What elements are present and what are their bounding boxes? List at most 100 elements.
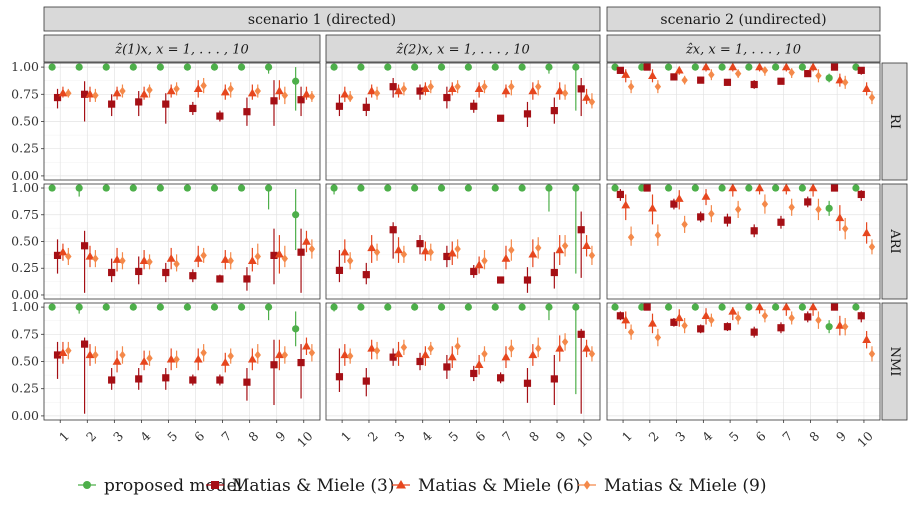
point-proposed-model: [745, 184, 753, 192]
point-matias-miele-6: [701, 62, 711, 71]
point-proposed-model: [718, 184, 726, 192]
point-matias-miele-6: [193, 354, 203, 363]
point-matias-miele-6: [166, 86, 176, 95]
point-matias-miele-6: [447, 248, 457, 257]
x-tick-label: 6: [753, 428, 769, 444]
point-matias-miele-6: [621, 70, 631, 78]
point-matias-miele-9: [308, 244, 316, 254]
point-matias-miele-6: [139, 256, 149, 264]
point-matias-miele-3: [189, 104, 197, 113]
point-matias-miele-6: [367, 343, 377, 352]
point-matias-miele-9: [346, 256, 354, 265]
point-proposed-model: [798, 63, 806, 71]
point-matias-miele-6: [674, 65, 684, 74]
point-matias-miele-9: [761, 311, 769, 320]
point-matias-miele-6: [85, 89, 95, 98]
point-matias-miele-3: [550, 107, 558, 115]
point-matias-miele-6: [302, 89, 311, 98]
x-tick-label: 3: [672, 428, 688, 444]
column-label: ẑ(1)x, x = 1, . . . , 10: [114, 43, 249, 58]
point-proposed-model: [237, 63, 246, 71]
point-proposed-model: [545, 63, 553, 71]
point-matias-miele-6: [528, 249, 538, 258]
point-matias-miele-6: [555, 343, 565, 352]
point-matias-miele-6: [648, 203, 657, 212]
point-matias-miele-9: [508, 82, 515, 91]
legend-label: proposed model: [104, 476, 242, 496]
point-proposed-model: [183, 303, 192, 311]
point-matias-miele-9: [92, 350, 99, 360]
point-matias-miele-9: [146, 85, 153, 95]
point-matias-miele-9: [481, 256, 488, 265]
point-proposed-model: [718, 303, 726, 311]
point-matias-miele-3: [362, 377, 370, 385]
point-proposed-model: [292, 325, 300, 333]
point-matias-miele-6: [447, 84, 457, 93]
point-matias-miele-9: [508, 245, 515, 255]
point-proposed-model: [292, 211, 300, 219]
point-matias-miele-6: [58, 348, 68, 356]
scenario-label: scenario 2 (undirected): [660, 12, 826, 28]
x-tick-label: 6: [472, 428, 488, 444]
point-matias-miele-3: [577, 85, 585, 93]
x-tick-label: 7: [779, 428, 795, 444]
y-tick-label: 0.25: [11, 381, 39, 396]
point-matias-miele-6: [58, 247, 68, 256]
x-tick-label: 1: [338, 428, 354, 444]
scenario-label: scenario 1 (directed): [248, 12, 396, 28]
point-matias-miele-3: [270, 251, 278, 260]
point-matias-miele-3: [362, 103, 370, 111]
panel-border: [606, 183, 881, 300]
point-matias-miele-9: [373, 346, 381, 355]
y-tick-label: 1.00: [11, 180, 39, 195]
point-proposed-model: [491, 63, 499, 71]
point-matias-miele-6: [220, 255, 230, 263]
point-matias-miele-3: [830, 63, 839, 71]
point-matias-miele-9: [708, 315, 715, 325]
point-matias-miele-9: [454, 82, 461, 91]
point-matias-miele-9: [842, 322, 849, 331]
facet-panel: [606, 302, 881, 421]
point-proposed-model: [264, 184, 273, 192]
x-tick-label: 10: [294, 428, 316, 450]
point-matias-miele-6: [139, 356, 149, 365]
point-matias-miele-6: [781, 62, 791, 71]
column-label: ẑ(2)x, x = 1, . . . , 10: [395, 43, 530, 58]
point-matias-miele-3: [804, 198, 812, 206]
legend-label: Matias & Miele (3): [232, 476, 395, 496]
point-matias-miele-3: [616, 66, 624, 74]
row-strip: [881, 302, 908, 421]
point-proposed-model: [518, 63, 526, 71]
x-tick-label: 5: [445, 428, 461, 444]
point-proposed-model: [745, 303, 753, 311]
point-matias-miele-3: [750, 80, 758, 89]
point-matias-miele-3: [697, 325, 705, 333]
point-matias-miele-3: [470, 267, 478, 276]
point-matias-miele-6: [474, 260, 484, 269]
point-proposed-model: [518, 184, 526, 192]
point-matias-miele-9: [65, 252, 72, 261]
point-matias-miele-6: [555, 86, 565, 95]
point-proposed-model: [156, 63, 164, 71]
point-matias-miele-9: [788, 68, 795, 77]
point-matias-miele-3: [830, 303, 839, 311]
point-matias-miele-3: [389, 226, 397, 234]
point-matias-miele-9: [788, 203, 795, 212]
point-proposed-model: [437, 63, 446, 71]
point-matias-miele-3: [857, 190, 865, 199]
point-matias-miele-3: [297, 96, 305, 104]
point-proposed-model: [491, 303, 499, 311]
legend-key-matias-miele-9: [583, 480, 591, 490]
legend-key-matias-miele-6: [396, 480, 406, 489]
facet-panel: [43, 62, 321, 181]
point-matias-miele-9: [815, 205, 822, 214]
panel-border: [325, 302, 601, 421]
point-matias-miele-6: [808, 183, 818, 192]
point-matias-miele-9: [761, 199, 769, 209]
point-proposed-model: [183, 63, 192, 71]
point-matias-miele-3: [643, 63, 651, 71]
x-tick-label: 9: [553, 428, 569, 444]
facet-panel: [43, 183, 321, 300]
y-tick-label: 1.00: [11, 59, 39, 74]
